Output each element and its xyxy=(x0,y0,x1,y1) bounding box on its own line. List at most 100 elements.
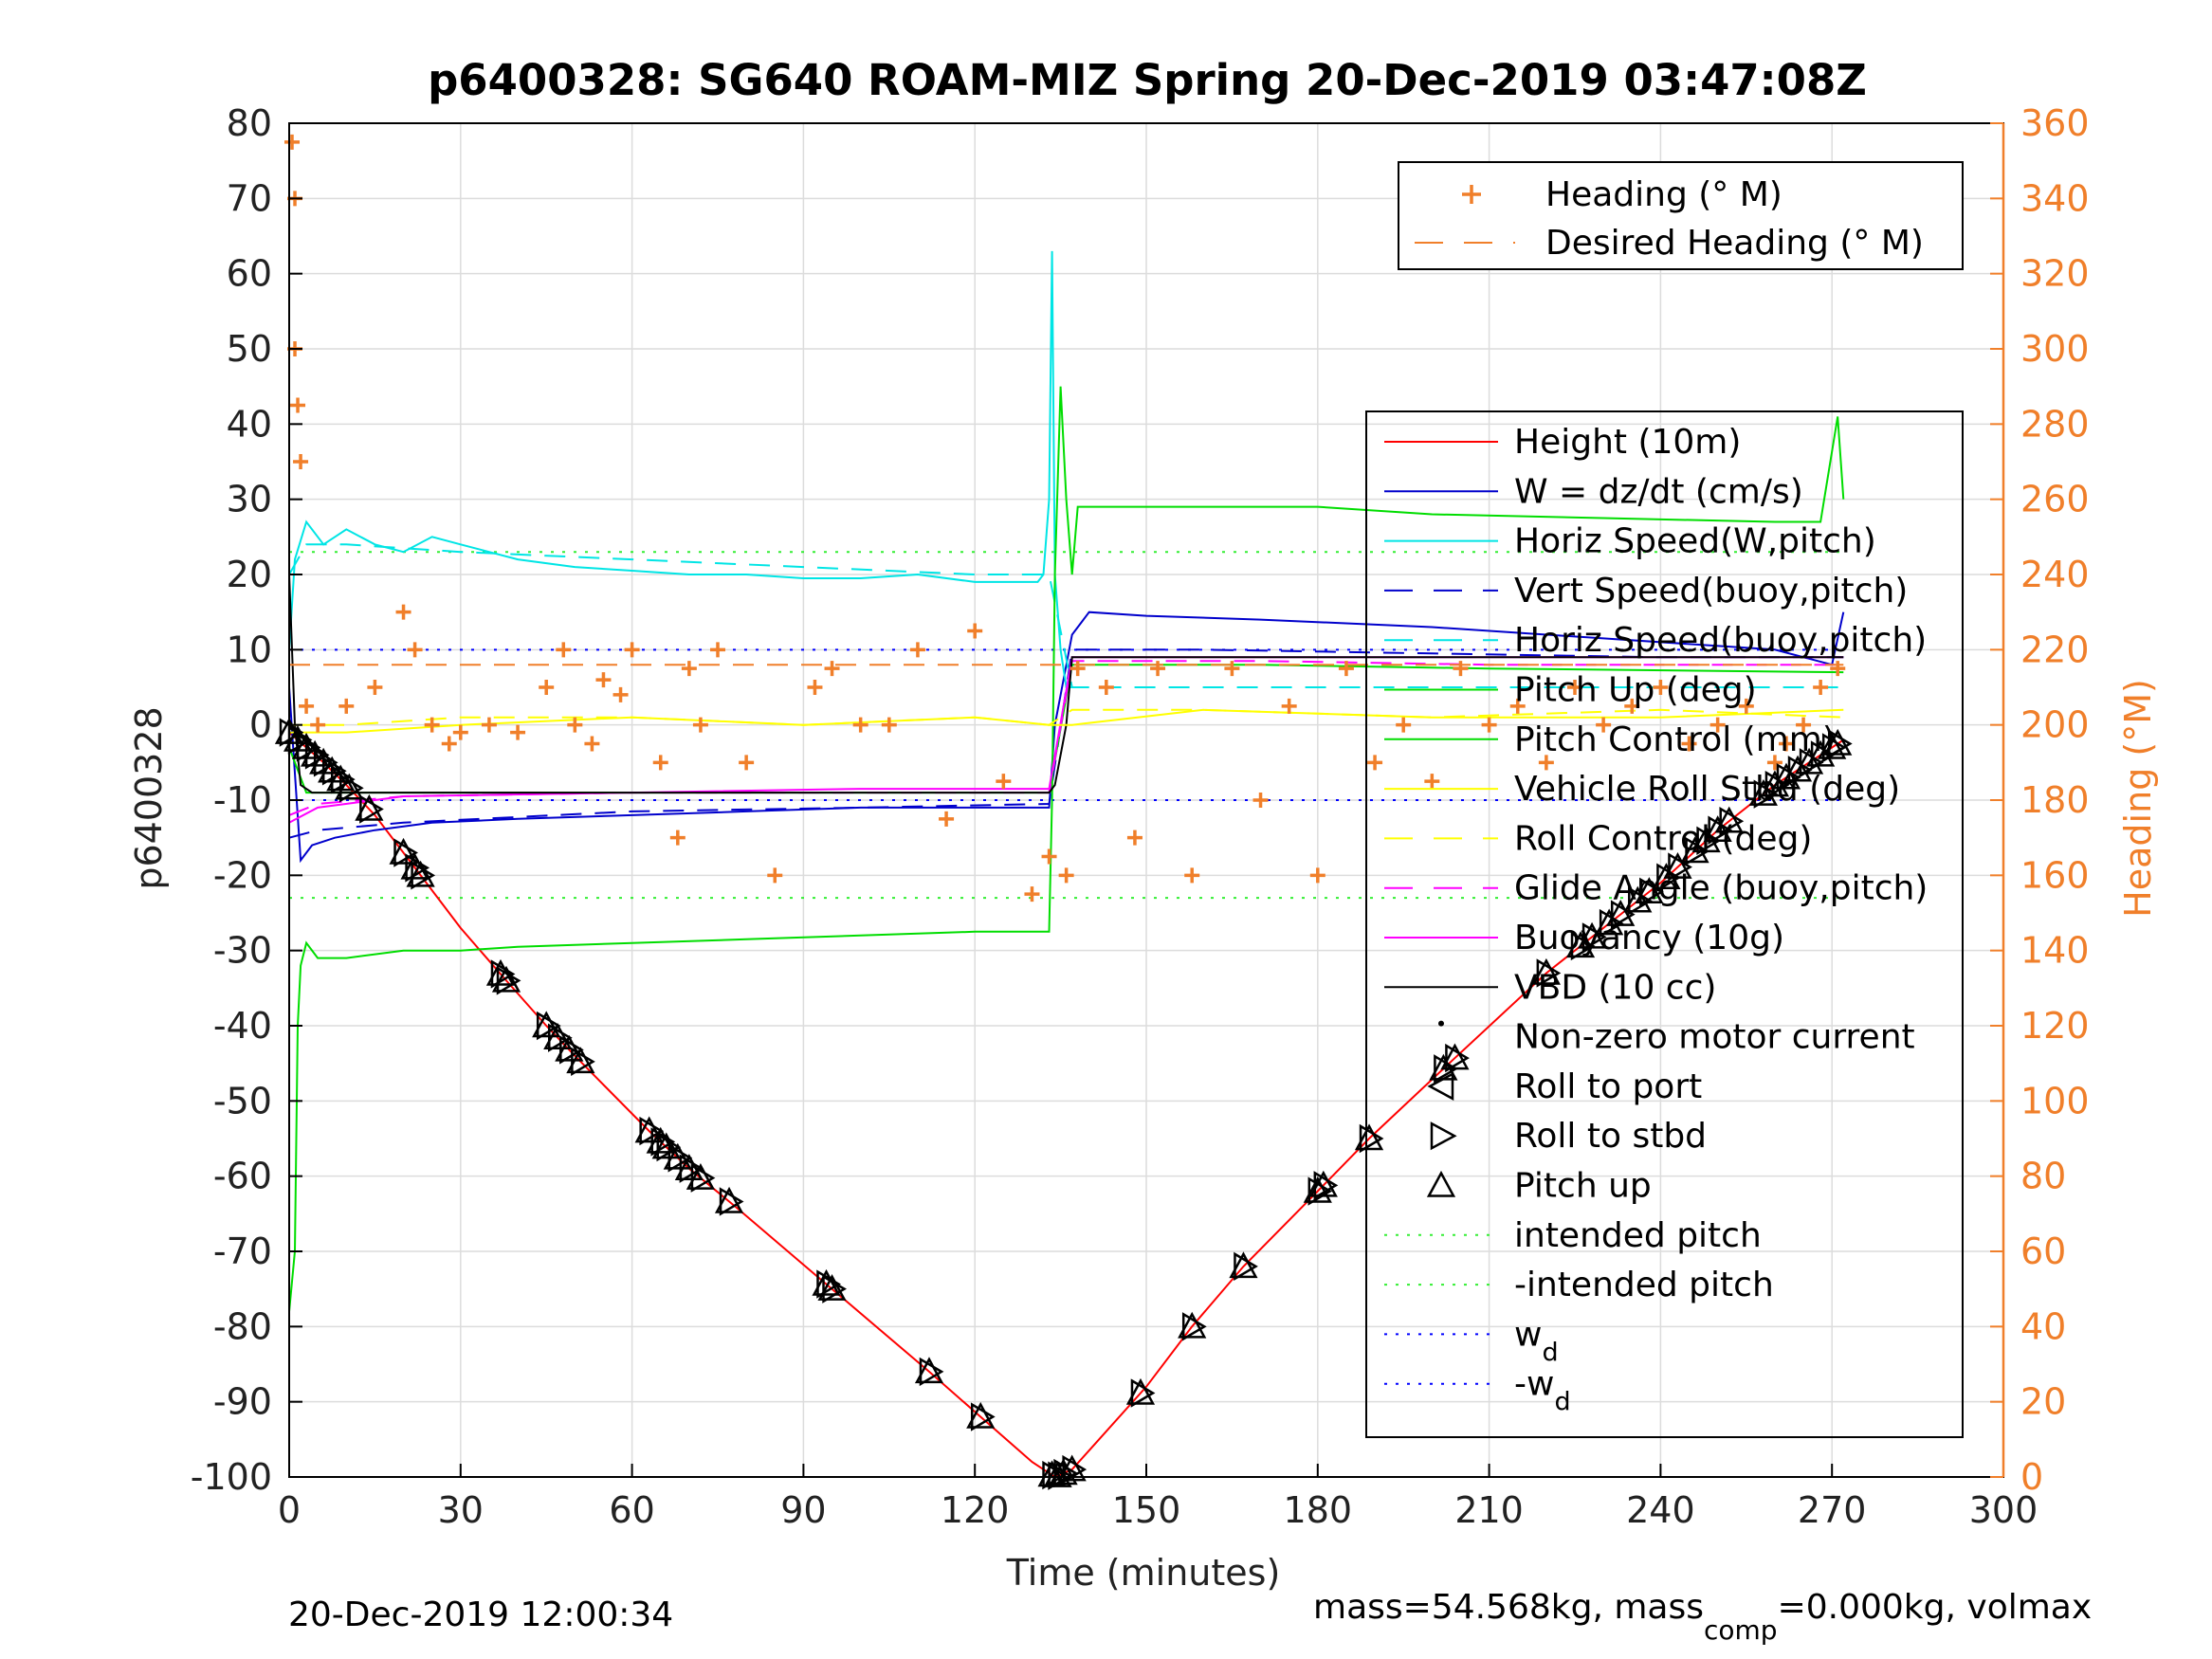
pitch-up-marker xyxy=(1308,1170,1338,1197)
legend-main-entry: Roll to stbd xyxy=(1514,1117,1707,1156)
heading-point xyxy=(1538,755,1554,771)
legend-main-box xyxy=(1365,410,1964,1438)
heading-point xyxy=(290,397,306,413)
heading-point xyxy=(1367,755,1383,771)
y-tick-label: 70 xyxy=(227,177,272,219)
pitch-up-marker xyxy=(817,1274,847,1301)
heading-point xyxy=(310,717,326,733)
heading-point xyxy=(567,717,583,733)
y2-tick-label: 220 xyxy=(2020,629,2090,670)
heading-point xyxy=(1624,698,1640,714)
legend-main-entry: VBD (10 cc) xyxy=(1514,968,1716,1007)
pitch-up-marker xyxy=(1714,806,1744,833)
roll-stbd-marker xyxy=(1181,1312,1207,1341)
series-w-dz-dt-cm-s xyxy=(288,611,1845,864)
roll-stbd-marker xyxy=(1130,1378,1156,1408)
series-horiz-speed-buoy-pitch xyxy=(288,543,1844,688)
series-horiz-speed-w-pitch xyxy=(288,250,1089,688)
x-tick-label: 210 xyxy=(1454,1489,1524,1531)
footer-timestamp: 20-Dec-2019 12:00:34 xyxy=(288,1595,673,1634)
y-tick-label: -60 xyxy=(213,1156,272,1197)
x-tick-label: 30 xyxy=(438,1489,484,1531)
pitch-up-marker xyxy=(1818,732,1847,759)
legend-main: Height (10m) W = dz/dt (cm/s) Horiz Speed(… xyxy=(1365,410,1964,1438)
heading-point xyxy=(1126,830,1143,846)
heading-point xyxy=(909,642,925,658)
heading-point xyxy=(852,717,868,733)
y-tick-label: 0 xyxy=(249,704,272,746)
heading-point xyxy=(739,755,755,771)
marker-layer xyxy=(274,717,1853,1490)
legend-symbol xyxy=(1427,1071,1454,1101)
series-roll-control-deg xyxy=(289,708,1844,726)
pitch-up-marker xyxy=(555,1034,584,1062)
pitch-up-marker xyxy=(686,1163,716,1190)
pitch-up-marker xyxy=(1354,1123,1384,1151)
pitch-up-marker xyxy=(1178,1311,1207,1339)
heading-point xyxy=(1309,867,1325,884)
pitch-up-marker xyxy=(1703,815,1732,842)
x-tick-label: 300 xyxy=(1969,1489,2038,1531)
roll-stbd-marker xyxy=(816,1269,841,1299)
pitch-up-marker xyxy=(491,965,521,993)
pitch-up-marker xyxy=(1760,770,1790,797)
legend-main-entry: Horiz Speed(buoy,pitch) xyxy=(1514,621,1927,660)
heading-point xyxy=(1830,661,1846,677)
pitch-up-marker xyxy=(400,852,430,880)
x-tick-label: 60 xyxy=(609,1489,654,1531)
series-pitch-control-mm xyxy=(288,386,1845,1312)
pitch-up-marker xyxy=(1577,921,1607,949)
legend-top-entry: Heading (° M) xyxy=(1545,175,1782,214)
y2-tick-label: 0 xyxy=(2020,1456,2043,1498)
legend-top-entry: Desired Heading (° M) xyxy=(1545,224,1924,263)
roll-stbd-marker xyxy=(1668,852,1692,882)
x-tick-label: 120 xyxy=(941,1489,1010,1531)
heading-point xyxy=(1813,680,1829,695)
roll-stbd-marker xyxy=(405,853,430,883)
y-tick-label: -90 xyxy=(213,1381,272,1423)
heading-point xyxy=(824,661,840,677)
heading-point xyxy=(1098,680,1114,695)
pitch-up-marker xyxy=(1229,1251,1258,1279)
pitch-up-marker xyxy=(389,837,418,865)
roll-stbd-marker xyxy=(1639,877,1664,906)
legend-main-entry: Horiz Speed(W,pitch) xyxy=(1514,522,1876,561)
legend-main-entry: Roll to port xyxy=(1514,1067,1702,1106)
roll-stbd-marker xyxy=(411,861,436,890)
heading-point xyxy=(624,642,640,658)
heading-point xyxy=(1024,886,1040,902)
legend-main-entry: Pitch Control (mm) xyxy=(1514,720,1836,759)
heading-point xyxy=(669,830,686,846)
heading-point xyxy=(1396,717,1412,733)
heading-point xyxy=(284,134,301,150)
pitch-up-marker xyxy=(543,1023,573,1049)
y2-tick-label: 260 xyxy=(2020,479,2090,520)
roll-stbd-marker xyxy=(1307,1176,1333,1206)
x-tick-label: 150 xyxy=(1112,1489,1181,1531)
pitch-up-marker xyxy=(1303,1176,1332,1203)
heading-point xyxy=(293,454,309,469)
roll-stbd-marker xyxy=(1445,1043,1470,1073)
y-tick-label: -50 xyxy=(213,1080,272,1121)
y-tick-label: -10 xyxy=(213,779,272,821)
heading-point xyxy=(1424,774,1440,790)
roll-stbd-marker xyxy=(496,966,521,995)
legend-main-entry: intended pitch xyxy=(1514,1216,1762,1255)
heading-point xyxy=(539,680,555,695)
pitch-up-marker xyxy=(1595,908,1624,936)
y-tick-label: 40 xyxy=(227,403,272,445)
y-tick-label: 50 xyxy=(227,328,272,370)
heading-point xyxy=(1058,867,1074,884)
heading-point xyxy=(1184,867,1200,884)
y-tick-label: 20 xyxy=(227,554,272,595)
y-axis-label: p6400328 xyxy=(128,706,170,889)
y-tick-label: -70 xyxy=(213,1231,272,1272)
legend-main-entry: Pitch Up (deg) xyxy=(1514,671,1757,710)
legend-entry-text: w xyxy=(1514,1315,1542,1354)
y2-tick-label: 340 xyxy=(2020,177,2090,219)
roll-stbd-marker xyxy=(571,1047,595,1077)
roll-stbd-marker xyxy=(1536,958,1562,988)
roll-stbd-marker xyxy=(919,1357,944,1387)
legend-main-entry: Non-zero motor current xyxy=(1514,1018,1915,1057)
heading-point xyxy=(1338,661,1354,677)
